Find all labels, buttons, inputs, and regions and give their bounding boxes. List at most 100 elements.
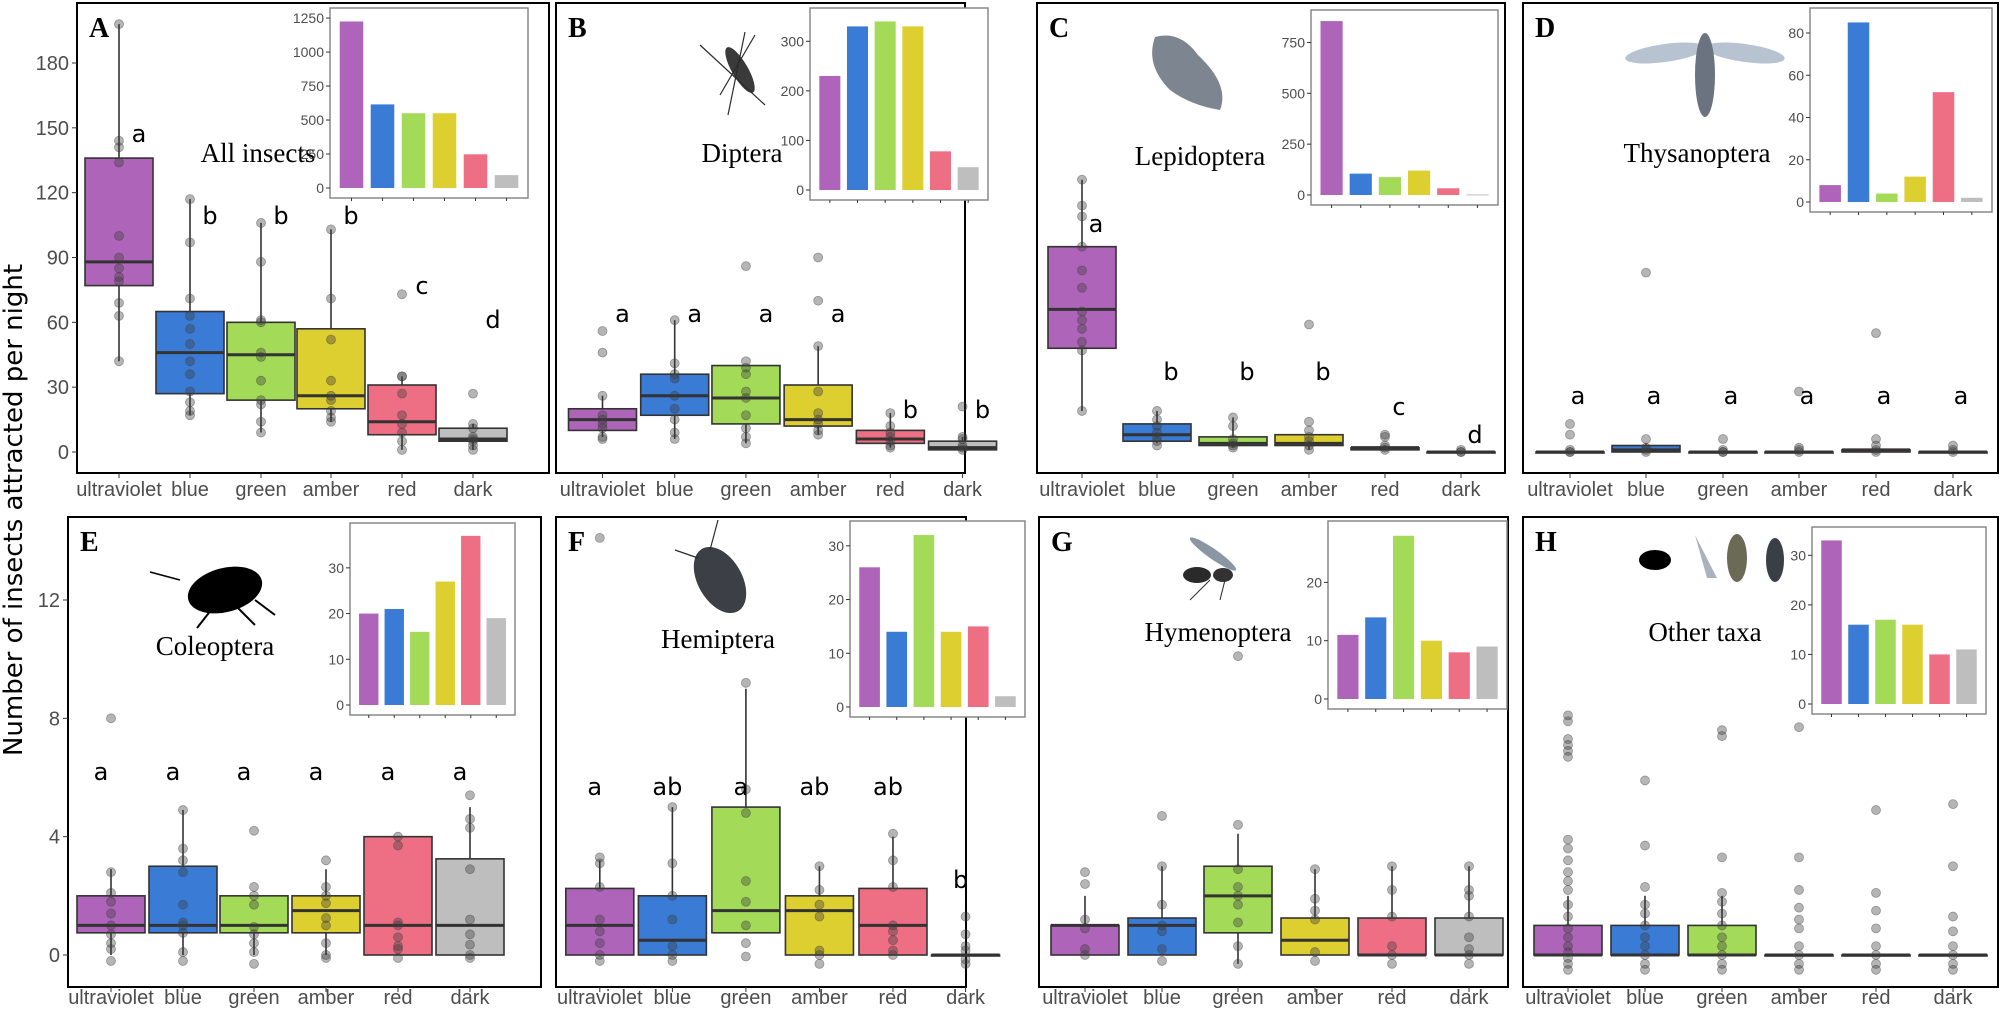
data-point: [256, 399, 266, 410]
data-point: [1640, 920, 1650, 931]
data-point: [321, 938, 331, 949]
data-point: [1228, 421, 1238, 431]
significance-letter: b: [1163, 358, 1178, 386]
data-point: [741, 876, 751, 886]
data-point: [1948, 447, 1958, 457]
data-point: [1718, 447, 1728, 457]
x-tick-label: red: [879, 987, 908, 1009]
inset-y-tick-label: 60: [1788, 67, 1804, 83]
significance-letter: b: [202, 202, 217, 230]
inset-y-tick-label: 20: [1790, 597, 1806, 613]
inset-bar-red: [1448, 652, 1470, 699]
data-point: [888, 950, 898, 960]
data-point: [1380, 444, 1390, 455]
boxplot-red: a: [363, 758, 433, 963]
wasp-icon: [1183, 537, 1237, 601]
data-point: [1380, 431, 1390, 442]
data-point: [106, 944, 116, 954]
thysanoptera-wing-icon: [1625, 42, 1705, 64]
data-point: [1948, 444, 1958, 455]
taxon-title: Hymenoptera: [1145, 617, 1292, 647]
data-point: [256, 427, 266, 438]
inset-y-tick-label: 20: [1788, 152, 1804, 168]
data-point: [397, 371, 407, 382]
significance-letter: a: [1571, 382, 1586, 410]
data-point: [468, 434, 478, 444]
box: [1274, 433, 1344, 447]
inset-bar-dark: [494, 175, 519, 188]
data-point: [1640, 908, 1650, 919]
data-point: [813, 295, 824, 306]
boxplot-amber: a: [1764, 382, 1834, 457]
x-tick-label: red: [1862, 479, 1891, 501]
inset-bar-blue: [886, 631, 908, 707]
x-tick-label: amber: [303, 479, 360, 501]
inset-bar-amber: [1902, 624, 1923, 704]
data-point: [114, 272, 124, 282]
data-point: [1456, 444, 1466, 455]
data-point: [114, 19, 124, 30]
data-point: [669, 373, 680, 384]
data-point: [1152, 414, 1162, 425]
data-point: [1565, 447, 1575, 457]
data-point: [249, 958, 259, 969]
boxplot-green: [1203, 651, 1273, 969]
data-point: [813, 429, 824, 440]
data-point: [669, 434, 680, 444]
inset-bar-chart: 0 250 500 750: [1282, 9, 1499, 208]
boxplot-ultraviolet: a: [84, 19, 154, 367]
significance-letter: b: [903, 396, 918, 424]
data-point: [178, 805, 188, 815]
data-point: [1948, 958, 1958, 969]
inset-y-tick-label: 20: [1306, 574, 1322, 590]
data-point: [114, 263, 124, 274]
data-point: [813, 425, 824, 436]
data-point: [114, 157, 124, 168]
data-point: [249, 899, 259, 910]
data-point: [814, 885, 825, 895]
data-point: [1871, 434, 1881, 444]
data-point: [1080, 867, 1090, 878]
x-tick-label: blue: [1143, 987, 1181, 1009]
data-point: [249, 882, 259, 892]
taxon-title: Coleoptera: [156, 631, 274, 661]
significance-letter: a: [615, 300, 630, 328]
data-point: [1387, 958, 1397, 969]
data-point: [888, 828, 898, 839]
inset-y-tick-label: 0: [796, 182, 804, 198]
box: [435, 858, 505, 956]
data-point: [1794, 923, 1804, 934]
lepidoptera-wings-icon: [1152, 35, 1223, 110]
data-point: [888, 945, 898, 956]
panel-c: ultraviolet blue green amber red dark C Lepidop…: [1036, 2, 1506, 501]
data-point: [814, 911, 825, 922]
data-point: [957, 434, 968, 444]
boxplot-dark: [1434, 861, 1504, 969]
boxplot-amber: a: [291, 758, 361, 963]
data-point: [393, 953, 403, 963]
x-tick-label: dark: [454, 479, 494, 501]
inset-y-tick-label: 750: [301, 78, 325, 94]
boxplot-dark: a: [1918, 382, 1988, 457]
data-point: [741, 356, 751, 367]
data-point: [885, 408, 896, 419]
inset-y-tick-label: 300: [781, 33, 805, 49]
data-point: [667, 858, 678, 869]
panel-a: 0 30 60 90 120 150 180 ultraviolet blue green ambe…: [36, 2, 550, 501]
data-point: [256, 256, 266, 267]
data-point: [597, 423, 608, 434]
data-point: [885, 421, 896, 431]
data-point: [178, 920, 188, 931]
taxon-title: Lepidoptera: [1135, 141, 1265, 171]
inset-y-tick-label: 0: [316, 180, 324, 196]
data-point: [1640, 775, 1650, 786]
data-point: [1456, 447, 1466, 457]
data-point: [1304, 425, 1314, 436]
significance-letter: c: [1392, 393, 1405, 421]
inset-bar-ultraviolet: [859, 567, 880, 707]
data-point: [594, 938, 605, 949]
data-point: [1871, 447, 1881, 457]
box: [711, 806, 781, 934]
data-point: [465, 814, 475, 824]
inset-bar-amber: [940, 631, 962, 707]
